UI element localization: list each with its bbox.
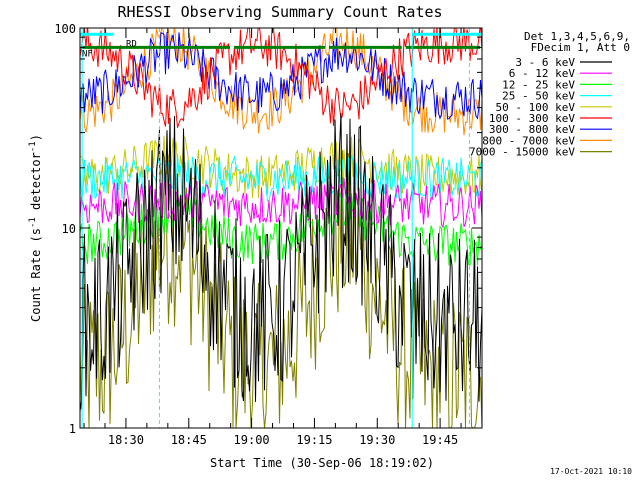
legend-entry: 25 - 50 keV bbox=[502, 90, 575, 103]
x-tick-label: 18:30 bbox=[108, 433, 144, 447]
legend-entry: 800 - 7000 keV bbox=[482, 134, 575, 147]
x-tick-label: 19:00 bbox=[234, 433, 270, 447]
series-line bbox=[80, 28, 482, 136]
series-line bbox=[80, 178, 482, 229]
x-tick-label: 19:30 bbox=[359, 433, 395, 447]
series-line bbox=[80, 135, 482, 198]
series-layer bbox=[80, 28, 482, 428]
y-tick-label: 10 bbox=[62, 222, 76, 236]
footer-timestamp: 17-Oct-2021 10:10 bbox=[550, 467, 632, 476]
legend: Det 1,3,4,5,6,9, FDecim 1, Att 0 3 - 6 k… bbox=[469, 30, 630, 159]
series-trace bbox=[80, 32, 482, 120]
overlay-layer: RD NF bbox=[80, 28, 482, 428]
legend-header-1: Det 1,3,4,5,6,9, bbox=[524, 30, 630, 43]
legend-entry: 50 - 100 keV bbox=[496, 101, 576, 114]
legend-entry: 12 - 25 keV bbox=[502, 78, 575, 91]
y-axis-label: Count Rate (s-1 detector-1) bbox=[28, 134, 43, 322]
y-axis: 1 10 100 bbox=[54, 22, 482, 436]
legend-entry: 3 - 6 keV bbox=[515, 56, 575, 69]
x-axis: 18:30 18:45 19:00 19:15 19:30 19:45 bbox=[83, 28, 483, 447]
series-line bbox=[80, 113, 482, 412]
series-trace bbox=[80, 178, 482, 229]
series-trace bbox=[80, 154, 482, 202]
y-tick-label: 100 bbox=[54, 22, 76, 36]
y-tick-label: 1 bbox=[69, 422, 76, 436]
chart-title: RHESSI Observing Summary Count Rates bbox=[117, 3, 442, 21]
series-line bbox=[80, 32, 482, 120]
series-line bbox=[80, 154, 482, 202]
legend-entry: 6 - 12 keV bbox=[509, 67, 576, 80]
series-trace bbox=[80, 28, 482, 136]
series-trace bbox=[80, 135, 482, 198]
x-tick-label: 19:15 bbox=[296, 433, 332, 447]
annotation-label: NF bbox=[82, 50, 93, 60]
legend-header-2: FDecim 1, Att 0 bbox=[531, 41, 630, 54]
x-tick-label: 19:45 bbox=[422, 433, 458, 447]
x-axis-label: Start Time (30-Sep-06 18:19:02) bbox=[210, 456, 434, 470]
annotation-label: RD bbox=[126, 39, 137, 49]
x-tick-label: 18:45 bbox=[171, 433, 207, 447]
series-trace bbox=[80, 113, 482, 412]
legend-entry: 300 - 800 keV bbox=[489, 123, 575, 136]
legend-entry: 7000 - 15000 keV bbox=[469, 146, 575, 159]
legend-entry: 100 - 300 keV bbox=[489, 112, 575, 125]
